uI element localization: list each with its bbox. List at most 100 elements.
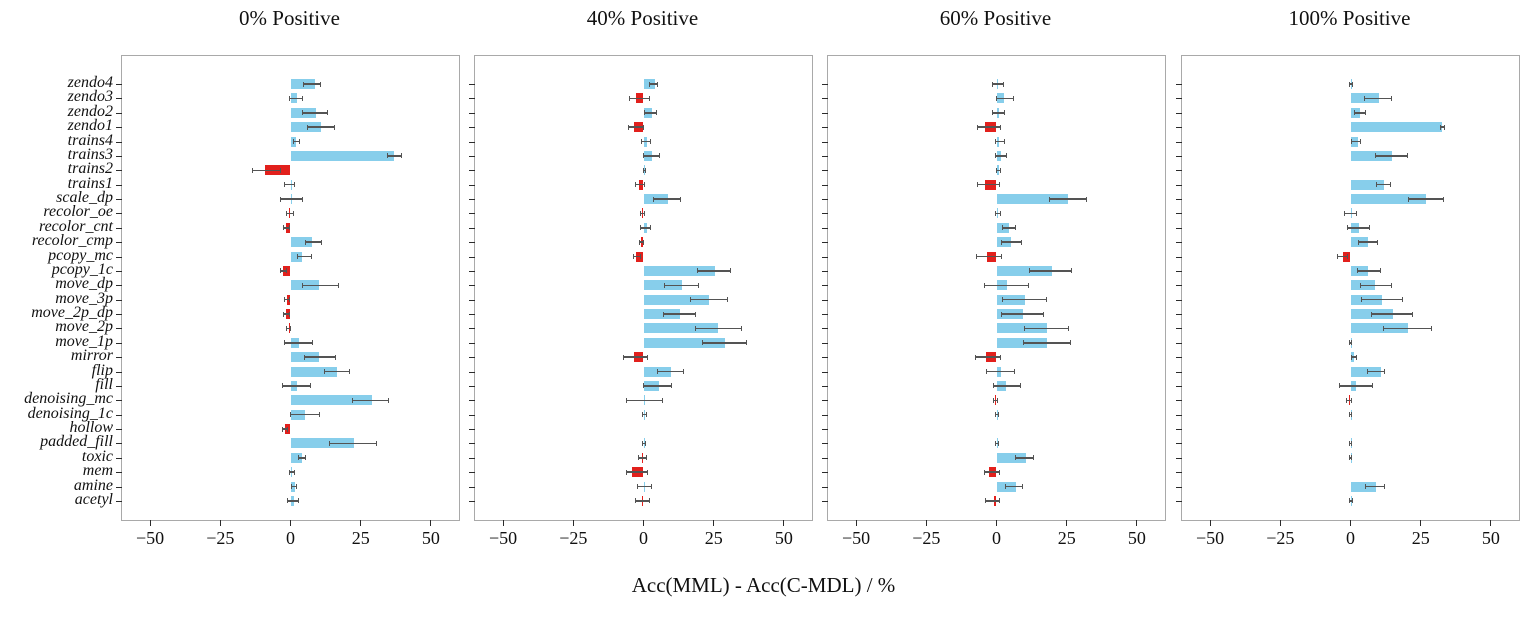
error-bar-cap: [301, 196, 303, 202]
y-tick: [469, 371, 475, 373]
error-bar: [289, 471, 295, 473]
x-tick: [783, 520, 785, 526]
bar: [643, 294, 710, 305]
error-bar-cap: [305, 239, 307, 245]
error-bar-cap: [299, 139, 301, 145]
error-bar: [642, 413, 647, 416]
bar: [1350, 179, 1384, 190]
y-tick: [1176, 285, 1182, 287]
y-tick: [469, 457, 475, 459]
error-bar: [1344, 212, 1357, 215]
y-tick: [1176, 342, 1182, 344]
error-bar-cap: [645, 167, 647, 173]
y-axis-label: trains3: [67, 145, 113, 163]
error-bar: [1365, 485, 1385, 488]
error-bar-cap: [1003, 139, 1005, 145]
error-bar: [1049, 198, 1087, 200]
error-bar-cap: [1376, 239, 1378, 245]
y-tick: [116, 299, 122, 301]
error-bar: [284, 298, 290, 301]
error-bar-cap: [648, 95, 650, 101]
bar: [290, 251, 302, 262]
error-bar-cap: [280, 268, 282, 274]
y-axis-label: move_2p: [55, 318, 113, 336]
y-tick: [1176, 141, 1182, 143]
error-bar-cap: [659, 153, 661, 159]
error-bar-cap: [995, 412, 997, 418]
y-tick: [116, 242, 122, 244]
y-tick: [822, 84, 828, 85]
bar: [290, 395, 372, 406]
error-bar: [702, 342, 747, 344]
y-tick: [1176, 155, 1182, 157]
error-bar-cap: [638, 239, 640, 245]
error-bar: [290, 413, 320, 416]
y-tick: [116, 414, 122, 416]
error-bar-cap: [1001, 239, 1003, 245]
error-bar-cap: [689, 297, 691, 303]
y-tick: [469, 170, 475, 172]
bar: [290, 452, 303, 463]
x-tick-label: 50: [774, 528, 793, 548]
error-bar-cap: [333, 124, 335, 130]
y-tick: [116, 500, 122, 502]
error-bar: [1337, 255, 1348, 258]
error-bar: [635, 183, 645, 186]
error-bar: [628, 126, 644, 128]
error-bar-cap: [998, 440, 1000, 446]
error-bar-cap: [997, 397, 999, 403]
error-bar: [324, 370, 350, 373]
y-tick: [822, 170, 828, 172]
error-bar-cap: [303, 81, 305, 87]
panel-title-0-positive: 0% Positive: [239, 6, 340, 30]
error-bar-cap: [984, 469, 986, 475]
error-bar: [282, 385, 311, 387]
bar: [1350, 122, 1443, 133]
error-bar: [1376, 183, 1391, 186]
error-bar-cap: [625, 397, 627, 403]
error-bar: [1440, 126, 1444, 128]
error-bar-cap: [1346, 397, 1348, 403]
y-axis-label: amine: [73, 476, 113, 494]
x-tick: [1136, 520, 1138, 526]
error-bar: [643, 169, 646, 172]
error-bar-cap: [726, 297, 728, 303]
y-tick: [1176, 84, 1182, 85]
y-tick: [1176, 314, 1182, 316]
y-tick: [822, 270, 828, 272]
bar: [996, 323, 1048, 334]
y-tick: [1176, 472, 1182, 474]
error-bar-cap: [635, 182, 637, 188]
bar: [1350, 323, 1409, 334]
error-bar-cap: [1005, 484, 1007, 490]
error-bar-cap: [999, 124, 1001, 130]
error-bar-cap: [985, 369, 987, 375]
x-tick: [996, 520, 997, 526]
error-bar-cap: [1349, 412, 1351, 418]
y-tick: [469, 141, 475, 143]
error-bar-cap: [650, 225, 652, 231]
y-tick: [469, 328, 475, 330]
error-bar: [637, 485, 652, 488]
y-tick: [822, 342, 828, 344]
x-tick-label: 50: [421, 528, 440, 548]
x-tick: [1490, 520, 1492, 526]
y-tick: [1176, 299, 1182, 301]
error-bar-cap: [329, 440, 331, 446]
error-bar-cap: [285, 268, 287, 274]
y-axis-label: zendo3: [67, 88, 113, 106]
y-tick: [116, 486, 122, 488]
error-bar: [1354, 112, 1366, 114]
y-tick: [822, 500, 828, 502]
error-bar: [280, 270, 287, 272]
error-bar-cap: [992, 81, 994, 87]
error-bar-cap: [992, 397, 994, 403]
error-bar-cap: [663, 311, 665, 317]
error-bar-cap: [639, 210, 641, 216]
error-bar-cap: [992, 383, 994, 389]
error-bar-cap: [976, 254, 978, 260]
error-bar: [1408, 198, 1444, 200]
error-bar: [995, 212, 1001, 215]
y-tick: [469, 227, 475, 229]
y-tick: [822, 400, 828, 402]
